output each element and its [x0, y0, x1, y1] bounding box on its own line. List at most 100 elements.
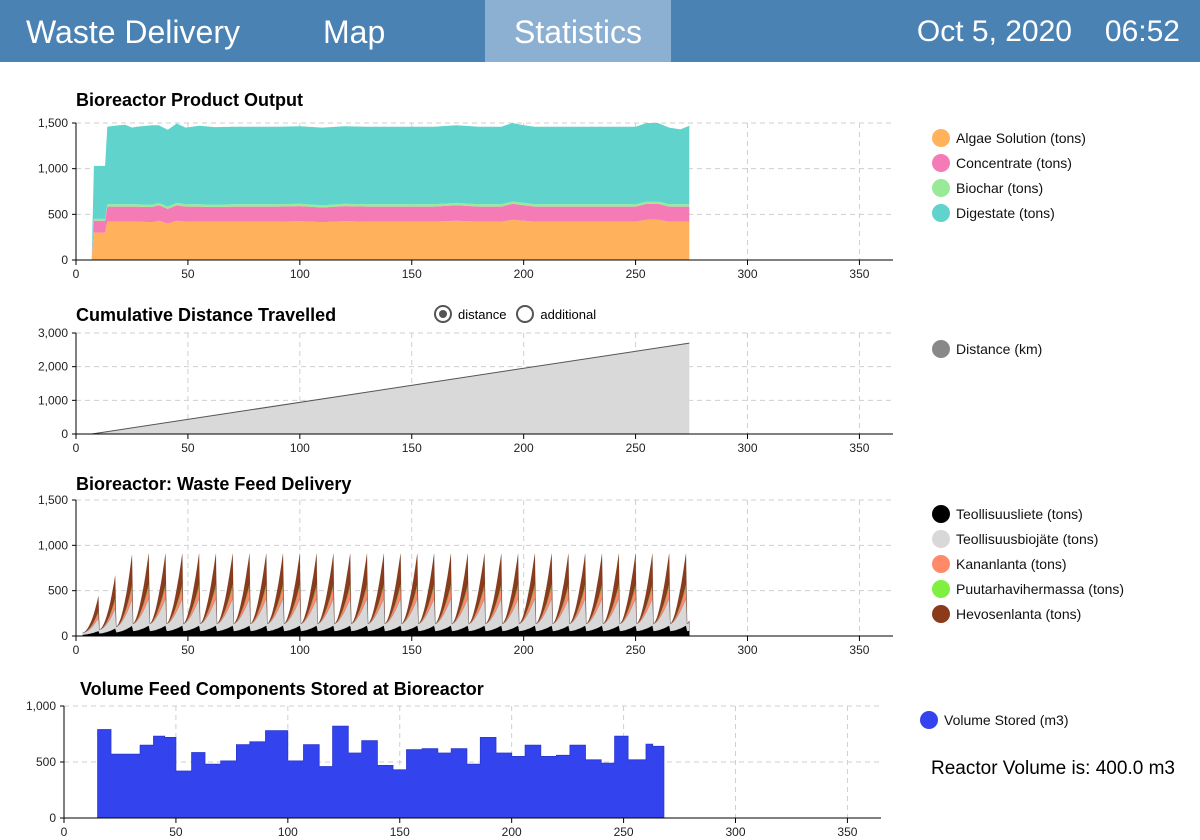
- distance-legend: Distance (km): [932, 336, 1042, 361]
- y-tick-label: 1,000: [38, 162, 68, 176]
- x-tick-label: 150: [402, 441, 422, 455]
- y-tick-label: 1,500: [38, 116, 68, 130]
- legend-item-biochar-tons: Biochar (tons): [932, 175, 1086, 200]
- volume-chart-title: Volume Feed Components Stored at Bioreac…: [80, 679, 484, 699]
- legend-label: Volume Stored (m3): [944, 711, 1069, 728]
- axes: 0 500 1,000 1,500 0 50 100 150 200 250 300 350: [38, 493, 893, 657]
- x-tick-label: 50: [181, 441, 195, 455]
- x-tick-label: 50: [181, 643, 195, 657]
- y-tick-label: 500: [48, 584, 68, 598]
- x-tick-label: 200: [514, 267, 534, 281]
- volume-stored-area: [95, 725, 678, 819]
- legend-label: Digestate (tons): [956, 204, 1055, 221]
- legend-label: Hevosenlanta (tons): [956, 605, 1082, 622]
- legend-swatch: [932, 153, 950, 172]
- y-tick-label: 500: [48, 207, 68, 221]
- x-tick-label: 250: [626, 441, 646, 455]
- y-tick-label: 0: [61, 629, 68, 643]
- legend-swatch: [932, 529, 950, 548]
- legend-item-teollisuusbioj-te-tons: Teollisuusbiojäte (tons): [932, 526, 1124, 551]
- x-tick-label: 0: [73, 643, 80, 657]
- x-tick-label: 200: [514, 441, 534, 455]
- x-tick-label: 150: [402, 267, 422, 281]
- y-tick-label: 2,000: [38, 360, 68, 374]
- legend-label: Algae Solution (tons): [956, 129, 1086, 146]
- axis-lines: [75, 333, 893, 435]
- x-tick-label: 300: [737, 267, 757, 281]
- radio-additional-label: additional: [540, 306, 597, 322]
- x-tick-label: 50: [169, 825, 183, 839]
- y-tick-label: 0: [61, 253, 68, 267]
- x-tick-label: 0: [73, 441, 80, 455]
- legend-item-concentrate-tons: Concentrate (tons): [932, 150, 1086, 175]
- top-nav-bar: Waste Delivery Map Statistics Oct 5, 202…: [0, 0, 1200, 62]
- radio-distance-indicator[interactable]: [434, 305, 452, 323]
- legend-label: Teollisuusbiojäte (tons): [956, 530, 1099, 547]
- x-tick-label: 350: [849, 267, 869, 281]
- series-area-hevosenlanta-tons: [82, 553, 690, 636]
- y-tick-label: 0: [61, 427, 68, 441]
- x-tick-label: 0: [73, 267, 80, 281]
- distance-mode-radio-group: distance additional: [434, 305, 606, 323]
- radio-distance-label: distance: [458, 306, 507, 322]
- x-tick-label: 300: [737, 441, 757, 455]
- legend-item-volume-stored-m3: Volume Stored (m3): [920, 707, 1069, 732]
- volume-legend: Volume Stored (m3): [920, 707, 1069, 732]
- legend-swatch: [932, 203, 950, 222]
- x-tick-label: 0: [61, 825, 68, 839]
- y-tick-label: 1,500: [38, 493, 68, 507]
- radio-distance[interactable]: distance: [434, 305, 506, 323]
- x-tick-label: 200: [514, 643, 534, 657]
- x-tick-label: 300: [725, 825, 745, 839]
- legend-label: Teollisuusliete (tons): [956, 505, 1083, 522]
- legend-item-kananlanta-tons: Kananlanta (tons): [932, 551, 1124, 576]
- legend-item-algae-solution-tons: Algae Solution (tons): [932, 125, 1086, 150]
- x-tick-label: 50: [181, 267, 195, 281]
- legend-item-hevosenlanta-tons: Hevosenlanta (tons): [932, 601, 1124, 626]
- x-tick-label: 250: [614, 825, 634, 839]
- x-tick-label: 350: [849, 643, 869, 657]
- axis-lines: [75, 500, 893, 637]
- legend-item-digestate-tons: Digestate (tons): [932, 200, 1086, 225]
- x-tick-label: 100: [278, 825, 298, 839]
- series-area-digestate-tons: [91, 123, 690, 260]
- distance-line: [91, 342, 690, 435]
- x-tick-label: 350: [849, 441, 869, 455]
- x-tick-label: 150: [390, 825, 410, 839]
- legend-label: Biochar (tons): [956, 179, 1044, 196]
- y-tick-label: 1,000: [38, 538, 68, 552]
- nav-statistics-tab[interactable]: Statistics: [485, 0, 671, 62]
- y-tick-label: 1,000: [38, 393, 68, 407]
- radio-additional-indicator[interactable]: [516, 305, 535, 323]
- x-tick-label: 300: [737, 643, 757, 657]
- output-chart-title: Bioreactor Product Output: [76, 90, 304, 110]
- legend-label: Concentrate (tons): [956, 154, 1072, 171]
- nav-map-tab[interactable]: Map: [323, 14, 386, 50]
- legend-swatch: [932, 504, 950, 523]
- legend-swatch: [932, 339, 950, 358]
- axis-lines: [75, 123, 893, 261]
- feed-legend: Teollisuusliete (tons) Teollisuusbiojäte …: [932, 501, 1124, 626]
- current-date: Oct 5, 2020: [916, 15, 1072, 48]
- nav-waste-delivery[interactable]: Waste Delivery: [26, 14, 240, 50]
- legend-label: Kananlanta (tons): [956, 555, 1067, 572]
- axis-lines: [63, 706, 881, 819]
- series-area-algae-solution-tons: [91, 219, 690, 260]
- legend-swatch: [932, 579, 950, 598]
- legend-item-teollisuusliete-tons: Teollisuusliete (tons): [932, 501, 1124, 526]
- x-tick-label: 200: [502, 825, 522, 839]
- output-legend: Algae Solution (tons) Concentrate (tons) B…: [932, 125, 1086, 225]
- feed-chart-title: Bioreactor: Waste Feed Delivery: [76, 474, 352, 494]
- series-area-concentrate-tons: [91, 203, 690, 260]
- y-tick-label: 500: [36, 755, 56, 769]
- x-tick-label: 350: [837, 825, 857, 839]
- y-tick-label: 1,000: [26, 699, 56, 713]
- radio-additional[interactable]: additional: [516, 305, 596, 323]
- x-tick-label: 100: [290, 643, 310, 657]
- x-tick-label: 250: [626, 267, 646, 281]
- x-tick-label: 100: [290, 267, 310, 281]
- legend-swatch: [932, 128, 950, 147]
